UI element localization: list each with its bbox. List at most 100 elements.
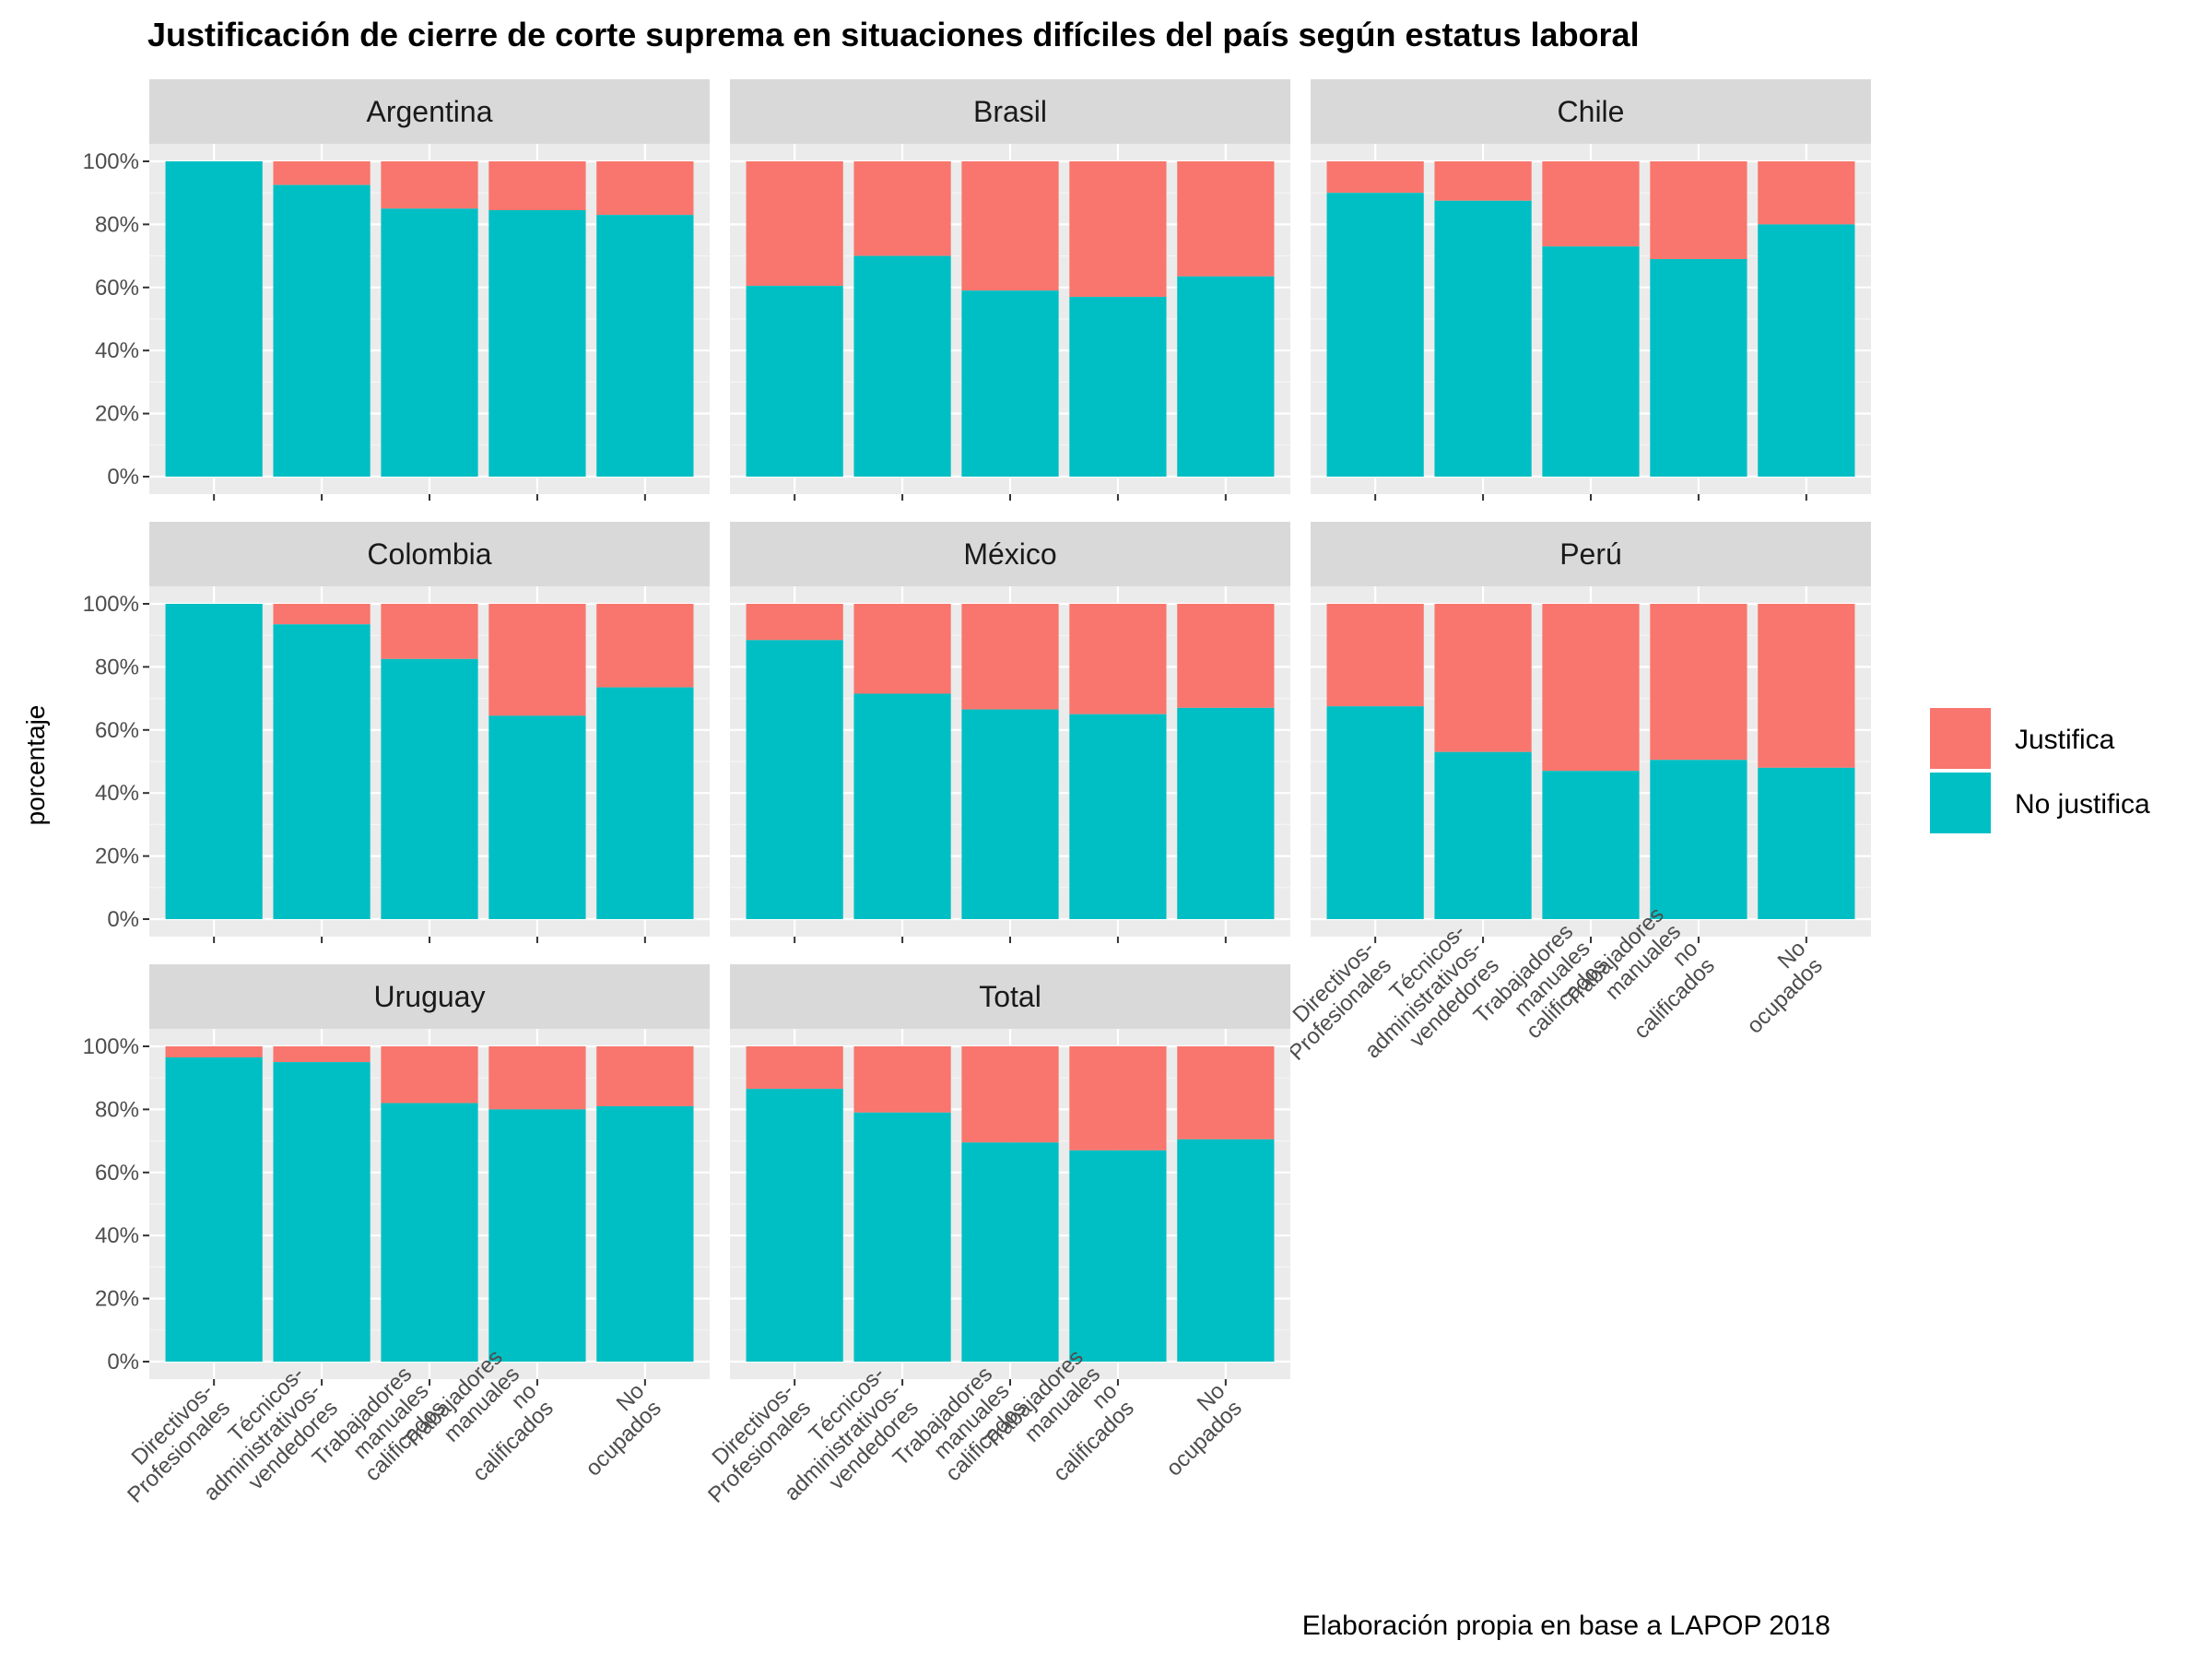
bar-no-justifica — [1758, 224, 1855, 477]
bar-justifica — [1069, 161, 1167, 298]
bar-no-justifica — [165, 161, 263, 477]
y-tick-label: 0% — [107, 465, 139, 490]
bar-justifica — [961, 161, 1059, 291]
legend-key — [1930, 708, 1991, 769]
facet-label: Uruguay — [374, 980, 486, 1013]
bar-no-justifica — [1326, 706, 1424, 919]
bar-justifica — [381, 1046, 478, 1103]
y-tick-label: 80% — [95, 212, 139, 237]
bar-no-justifica — [596, 687, 694, 919]
bar-no-justifica — [1434, 200, 1532, 477]
bar-no-justifica — [1542, 246, 1640, 477]
bar-no-justifica — [165, 604, 263, 919]
y-tick-label: 0% — [107, 1350, 139, 1375]
bar-no-justifica — [1177, 1139, 1275, 1362]
facet-label: Total — [979, 980, 1041, 1013]
bar-no-justifica — [961, 290, 1059, 477]
bar-no-justifica — [273, 1062, 371, 1362]
bar-no-justifica — [381, 1103, 478, 1362]
facet-strip — [730, 522, 1290, 586]
bar-no-justifica — [1326, 193, 1424, 477]
bar-no-justifica — [1177, 276, 1275, 477]
bar-no-justifica — [853, 1112, 951, 1362]
bar-justifica — [488, 1046, 586, 1110]
bar-justifica — [1326, 161, 1424, 194]
y-tick-label: 20% — [95, 402, 139, 427]
bar-justifica — [488, 604, 586, 716]
facet-label: Chile — [1558, 95, 1625, 128]
y-tick-label: 20% — [95, 1287, 139, 1312]
bar-justifica — [853, 1046, 951, 1113]
bar-no-justifica — [1542, 771, 1640, 919]
chart-caption: Elaboración propia en base a LAPOP 2018 — [1302, 1611, 1830, 1641]
bar-justifica — [596, 604, 694, 688]
chart-title: Justificación de cierre de corte suprema… — [147, 16, 1640, 53]
bar-justifica — [746, 1046, 843, 1090]
bar-justifica — [1177, 604, 1275, 708]
bar-justifica — [746, 161, 843, 287]
bar-no-justifica — [1069, 297, 1167, 477]
bar-justifica — [488, 161, 586, 211]
bar-no-justifica — [853, 255, 951, 477]
y-tick-label: 20% — [95, 844, 139, 869]
bar-justifica — [596, 1046, 694, 1106]
bar-no-justifica — [1758, 767, 1855, 919]
bar-justifica — [746, 604, 843, 641]
bar-no-justifica — [488, 1109, 586, 1362]
bar-no-justifica — [596, 1105, 694, 1362]
legend-label: Justifica — [2015, 725, 2115, 755]
panel-uruguay: Uruguay0%20%40%60%80%100%Directivos-Prof… — [83, 964, 710, 1508]
facet-panels: Argentina 0% 20% 40% 60% 80% 100% Brasil Chile Co… — [83, 79, 1871, 1508]
bar-no-justifica — [1650, 760, 1747, 919]
bar-justifica — [381, 161, 478, 209]
panel-total: TotalDirectivos-ProfesionalesTécnicos-ad… — [703, 964, 1290, 1508]
x-tick-label: Noocupados — [1145, 1378, 1247, 1481]
facet-label: Argentina — [367, 95, 493, 128]
panel-peru: PerúDirectivos-ProfesionalesTécnicos-adm… — [1284, 522, 1871, 1066]
bar-no-justifica — [381, 208, 478, 478]
bar-justifica — [1177, 161, 1275, 277]
facet-strip — [730, 964, 1290, 1029]
y-tick-label: 80% — [95, 1097, 139, 1122]
facet-strip — [730, 79, 1290, 144]
bar-no-justifica — [961, 709, 1059, 919]
bar-justifica — [273, 161, 371, 185]
y-tick-label: 60% — [95, 276, 139, 301]
bar-justifica — [1069, 604, 1167, 714]
y-tick-label: 100% — [83, 592, 139, 617]
x-tick-label: Noocupados — [564, 1378, 666, 1481]
panel-chile: Chile — [1311, 79, 1871, 501]
y-tick-label: 80% — [95, 655, 139, 679]
bar-no-justifica — [1069, 714, 1167, 919]
y-tick-label: 60% — [95, 718, 139, 743]
bar-justifica — [273, 1046, 371, 1063]
bar-no-justifica — [381, 658, 478, 919]
bar-no-justifica — [746, 1089, 843, 1362]
facet-strip — [149, 964, 710, 1029]
bar-justifica — [1326, 604, 1424, 707]
y-tick-label: 40% — [95, 338, 139, 363]
bar-no-justifica — [273, 624, 371, 919]
bar-justifica — [273, 604, 371, 625]
facet-label: Brasil — [973, 95, 1047, 128]
bar-justifica — [165, 1046, 263, 1057]
y-tick-label: 100% — [83, 1034, 139, 1059]
bar-justifica — [1758, 604, 1855, 768]
panel-colombia: Colombia 0% 20% 40% 60% 80% 100% — [83, 522, 710, 943]
y-tick-label: 60% — [95, 1161, 139, 1186]
facet-strip — [1311, 79, 1871, 144]
bar-justifica — [1177, 1046, 1275, 1139]
legend-key — [1930, 773, 1991, 833]
bar-no-justifica — [488, 210, 586, 477]
facet-strip — [149, 522, 710, 586]
bar-justifica — [1542, 604, 1640, 772]
y-axis-label: porcentaje — [21, 705, 50, 826]
panel-argentina: Argentina 0% 20% 40% 60% 80% 100% — [83, 79, 710, 501]
legend-label: No justifica — [2015, 789, 2150, 820]
facet-strip — [1311, 522, 1871, 586]
bar-justifica — [596, 161, 694, 216]
bar-justifica — [1434, 604, 1532, 752]
bar-no-justifica — [165, 1056, 263, 1362]
